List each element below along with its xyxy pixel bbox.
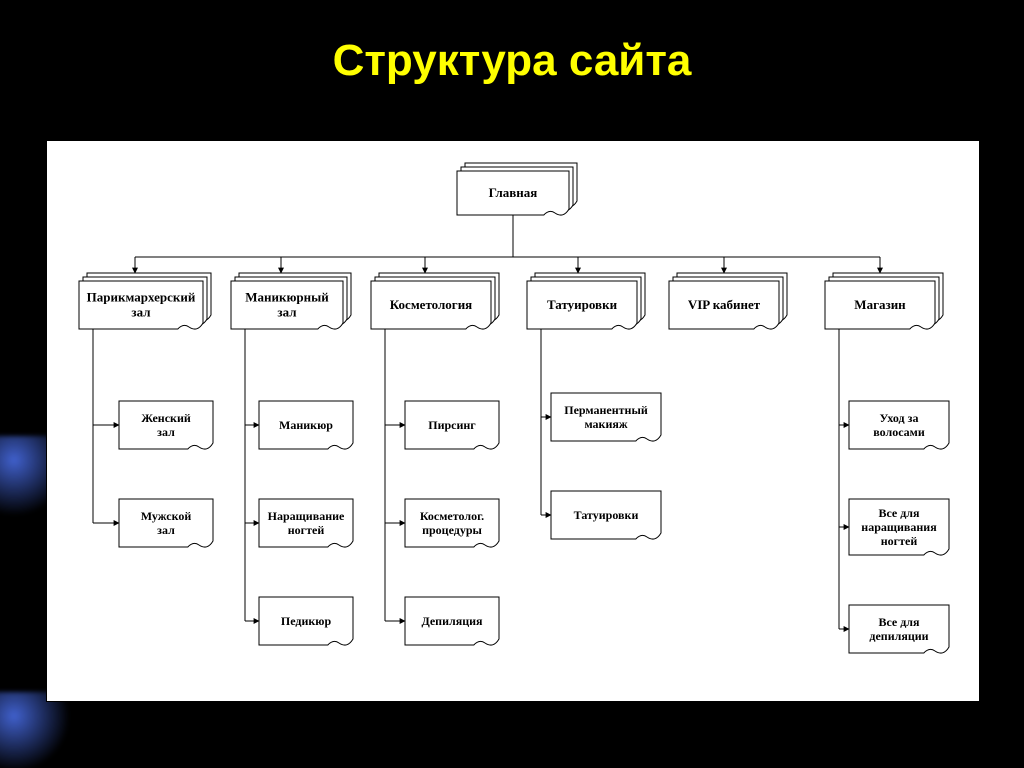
diagram-panel: Главная Парикмархерскийзал Маникюрныйзал Ко… (46, 140, 980, 702)
node-allnails: Все длянаращиванияногтей (849, 499, 949, 555)
node-manicure: Маникюр (259, 401, 353, 449)
node-label: VIP кабинет (688, 297, 761, 312)
node-shop: Магазин (825, 273, 943, 329)
node-tattoo2: Татуировки (551, 491, 661, 539)
slide: Структура сайта Главная Парикмархерскийза… (0, 0, 1024, 768)
node-cosmproc: Косметолог.процедуры (405, 499, 499, 547)
node-label: Педикюр (281, 614, 332, 628)
node-label: Магазин (854, 297, 906, 312)
node-piercing: Пирсинг (405, 401, 499, 449)
node-label: Маникюр (279, 418, 333, 432)
node-label: Косметолог.процедуры (420, 509, 484, 537)
slide-title: Структура сайта (0, 36, 1024, 86)
node-label: Депиляция (421, 614, 483, 628)
node-label: Главная (489, 185, 538, 200)
node-depil: Депиляция (405, 597, 499, 645)
node-label: Уход заволосами (873, 411, 925, 439)
node-hair: Парикмархерскийзал (79, 273, 211, 329)
node-women: Женскийзал (119, 401, 213, 449)
node-label: Татуировки (574, 508, 639, 522)
node-mani: Маникюрныйзал (231, 273, 351, 329)
node-nails: Наращиваниеногтей (259, 499, 353, 547)
node-home: Главная (457, 163, 577, 215)
node-haircare: Уход заволосами (849, 401, 949, 449)
node-vip: VIP кабинет (669, 273, 787, 329)
node-cosm: Косметология (371, 273, 499, 329)
node-pedicure: Педикюр (259, 597, 353, 645)
node-alldepil: Все длядепиляции (849, 605, 949, 653)
node-tattoo: Татуировки (527, 273, 645, 329)
node-label: Пирсинг (428, 418, 476, 432)
sitemap-tree: Главная Парикмархерскийзал Маникюрныйзал Ко… (47, 141, 979, 701)
node-label: Татуировки (547, 297, 618, 312)
node-men: Мужскойзал (119, 499, 213, 547)
node-perm: Перманентныймакияж (551, 393, 661, 441)
node-label: Косметология (390, 297, 472, 312)
